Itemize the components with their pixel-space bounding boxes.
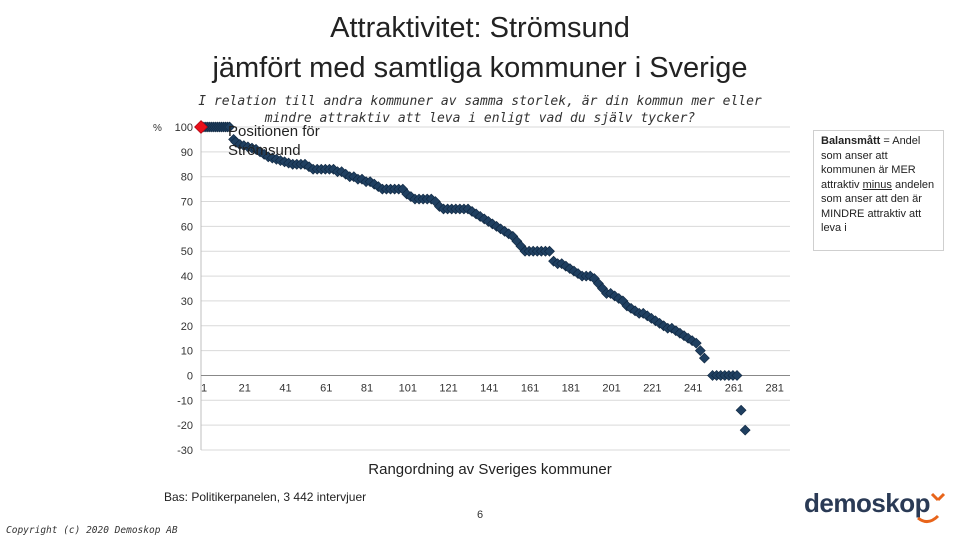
legend-bold-term: Balansmått [821,135,881,147]
data-point [735,404,747,416]
y-tick-label: 100 [175,122,193,134]
survey-question: I relation till andra kommuner av samma … [198,94,762,126]
y-tick-label: -30 [177,445,193,457]
x-tick-label: 281 [765,382,783,394]
y-tick-label: 80 [181,172,193,184]
y-tick-label: 60 [181,221,193,233]
logo-text: demoskop [804,488,931,518]
x-tick-label: 221 [643,382,661,394]
data-point [731,370,743,381]
stromsund-annotation: Positionen för Strömsund [228,123,320,159]
x-tick-label: 1 [201,382,207,394]
page-number: 6 [476,509,484,521]
y-tick-label: 10 [181,346,193,358]
chart-title-line-2: jämfört med samtliga kommuner i Sverige [212,52,748,84]
y-tick-label: 0 [187,370,193,382]
legend-text-2: andelen som anser att den är MINDRE attr… [821,178,935,235]
y-tick-label: 50 [181,246,193,258]
legend-text-1: = Andel som anser att kommunen är MER at… [821,135,921,191]
x-tick-label: 41 [279,382,291,394]
highlight-point-stromsund [194,120,208,134]
demoskop-logo: demoskop [804,488,949,528]
data-point [690,337,702,349]
y-tick-label: 30 [181,296,193,308]
data-point [544,245,555,257]
logo-mark-icon [917,492,946,523]
x-tick-label: 81 [361,382,373,394]
y-tick-label: 90 [181,147,193,159]
y-tick-label: 40 [181,271,193,283]
copyright: Copyright (c) 2020 Demoskop AB [6,525,178,536]
data-point [224,121,235,133]
data-point [694,345,706,357]
x-tick-label: 161 [521,382,539,394]
x-tick-label: 181 [562,382,580,394]
y-tick-label: -10 [177,395,193,407]
x-tick-label: 201 [602,382,620,394]
legend-box: Balansmått = Andel som anser att kommune… [813,130,944,251]
x-tick-label: 21 [239,382,251,394]
legend-underlined: minus [862,178,892,191]
y-tick-label: -20 [177,420,193,432]
x-tick-label: 241 [684,382,702,394]
data-point [698,352,710,364]
x-tick-label: 101 [399,382,417,394]
base-note: Bas: Politikerpanelen, 3 442 intervjuer [164,490,367,504]
x-tick-label: 121 [439,382,457,394]
x-tick-label: 61 [320,382,332,394]
y-axis-unit-label: % [153,123,162,134]
x-tick-label: 261 [725,382,743,394]
y-tick-label: 20 [181,321,193,333]
x-axis-title: Rangordning av Sveriges kommuner [368,461,612,478]
y-tick-label: 70 [181,197,193,209]
chart-title-line-1: Attraktivitet: Strömsund [330,12,630,44]
data-point [739,424,751,436]
x-tick-label: 141 [480,382,498,394]
